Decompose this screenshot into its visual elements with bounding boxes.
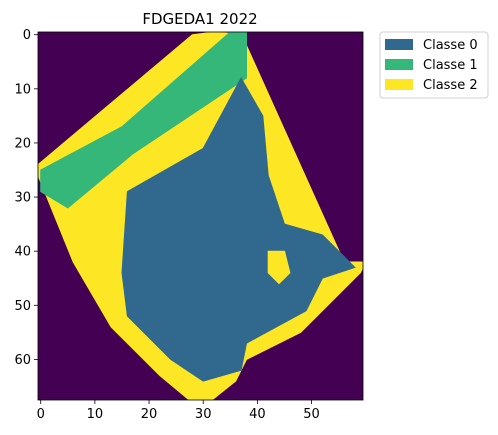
y-tick-label: 50 [14,299,31,314]
x-tick-label: 40 [249,407,266,422]
legend: Classe 0 Classe 1 Classe 2 [379,31,489,99]
legend-swatch [385,59,413,70]
plot-area [37,31,364,401]
x-tick-label: 0 [37,407,45,422]
legend-swatch [385,39,413,50]
x-axis: 0 10 20 30 40 50 [37,400,320,422]
y-tick-label: 20 [14,136,31,151]
legend-swatch [385,79,413,90]
y-axis: 0 10 20 30 40 50 60 [14,28,38,368]
y-tick-label: 30 [14,191,31,206]
x-tick-label: 10 [87,407,104,422]
plot-frame [37,31,364,401]
legend-label: Classe 0 [423,38,478,53]
x-tick-label: 50 [303,407,320,422]
y-tick-label: 10 [14,82,31,97]
x-tick-label: 20 [141,407,158,422]
y-tick-label: 60 [14,353,31,368]
x-tick-label: 30 [195,407,212,422]
legend-label: Classe 1 [423,58,478,73]
chart-title: FDGEDA1 2022 [142,10,257,28]
region-classe-1-1 [40,32,247,209]
legend-label: Classe 2 [423,78,478,93]
y-tick-label: 40 [14,245,31,260]
y-tick-label: 0 [23,28,31,43]
region-classe-2-3 [267,250,291,285]
region-classe-0-2 [121,76,356,382]
